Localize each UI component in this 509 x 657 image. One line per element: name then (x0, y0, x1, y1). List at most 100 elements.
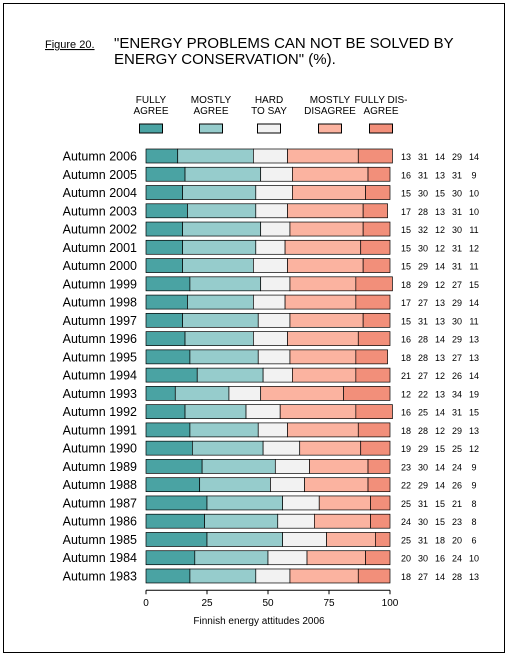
value-label: 21 (452, 499, 462, 509)
value-label: 29 (452, 335, 462, 345)
value-label: 15 (401, 225, 411, 235)
bar-segment (355, 349, 388, 365)
bar-segment (367, 459, 391, 474)
value-label: 14 (435, 481, 445, 491)
bar-segment (284, 239, 362, 255)
bar-segment (145, 367, 198, 383)
value-label: 9 (471, 170, 476, 180)
legend-label-5-line-1: FULLY DIS- (355, 95, 408, 106)
bar-segment (145, 312, 183, 328)
bar-segment (357, 422, 391, 438)
bar-segment (145, 185, 183, 200)
value-label: 16 (435, 554, 445, 564)
chart-frame (3, 3, 505, 653)
bar-segment (228, 386, 262, 401)
bar-segment (282, 495, 320, 511)
category-label: Autumn 1988 (63, 478, 137, 492)
bar-segment (206, 495, 283, 511)
bar-segment (270, 477, 305, 493)
value-label: 14 (435, 262, 445, 272)
bar-segment (206, 532, 283, 547)
bar-segment (367, 166, 391, 182)
value-label: 9 (471, 481, 476, 491)
category-label: Autumn 1986 (63, 515, 137, 529)
value-label: 13 (435, 389, 445, 399)
value-label: 30 (418, 243, 428, 253)
value-label: 15 (401, 243, 411, 253)
bar-segment (145, 532, 208, 547)
value-label: 30 (418, 189, 428, 199)
value-label: 30 (452, 316, 462, 326)
bar-segment (287, 331, 359, 346)
bar-segment (260, 386, 344, 401)
bar-segment (260, 166, 293, 182)
value-label: 24 (401, 517, 411, 527)
value-label: 16 (401, 170, 411, 180)
value-label: 6 (471, 535, 476, 545)
bar-segment (145, 258, 183, 273)
value-label: 16 (401, 335, 411, 345)
bar-segment (253, 331, 288, 346)
category-label: Autumn 1996 (63, 332, 137, 346)
value-label: 23 (452, 517, 462, 527)
bar-segment (145, 495, 208, 511)
category-label: Autumn 2003 (63, 204, 137, 218)
bar-segment (145, 550, 196, 566)
bar-segment (309, 459, 369, 474)
bar-segment (187, 294, 254, 310)
value-label: 13 (469, 572, 479, 582)
value-label: 34 (452, 389, 462, 399)
bar-segment (355, 294, 391, 310)
value-label: 19 (469, 389, 479, 399)
bar-segment (289, 276, 357, 292)
bar-segment (255, 239, 286, 255)
value-label: 14 (435, 408, 445, 418)
value-label: 13 (401, 152, 411, 162)
value-label: 14 (435, 335, 445, 345)
value-label: 24 (452, 462, 462, 472)
bar-segment (357, 148, 393, 164)
category-label: Autumn 1995 (63, 350, 137, 364)
value-label: 30 (452, 189, 462, 199)
value-label: 31 (418, 152, 428, 162)
value-label: 30 (418, 462, 428, 472)
category-label: Autumn 1985 (63, 533, 137, 547)
bar-segment (289, 568, 359, 584)
bar-segment (318, 495, 371, 511)
bar-segment (145, 459, 203, 474)
bar-segment (145, 166, 186, 182)
value-label: 25 (452, 444, 462, 454)
bar-segment (355, 367, 391, 383)
value-label: 31 (418, 316, 428, 326)
value-label: 31 (452, 207, 462, 217)
x-tick-label: 50 (262, 598, 274, 609)
value-label: 12 (435, 426, 445, 436)
legend-swatch-4 (318, 123, 342, 134)
value-label: 28 (418, 207, 428, 217)
value-label: 10 (469, 189, 479, 199)
bar-segment (182, 221, 262, 237)
bar-segment (145, 349, 191, 365)
value-label: 18 (435, 535, 445, 545)
legend-label-3-line-1: HARD (255, 95, 283, 106)
bar-segment (184, 166, 262, 182)
value-label: 15 (469, 408, 479, 418)
value-label: 11 (469, 316, 478, 326)
value-label: 21 (401, 371, 411, 381)
bar-segment (199, 477, 271, 493)
bar-segment (187, 203, 257, 219)
bar-segment (274, 459, 310, 474)
bar-segment (177, 148, 254, 164)
bar-segment (145, 422, 191, 438)
value-label: 32 (418, 225, 428, 235)
figure-label: Figure 20. (45, 39, 95, 51)
legend-swatch-2 (199, 123, 223, 134)
x-axis: 0 25 50 75 100 (143, 589, 399, 609)
bar-segment (365, 185, 391, 200)
value-label: 26 (452, 481, 462, 491)
bar-segment (201, 459, 276, 474)
value-label: 17 (401, 207, 411, 217)
value-label: 18 (401, 353, 411, 363)
bar-segment (245, 404, 281, 419)
